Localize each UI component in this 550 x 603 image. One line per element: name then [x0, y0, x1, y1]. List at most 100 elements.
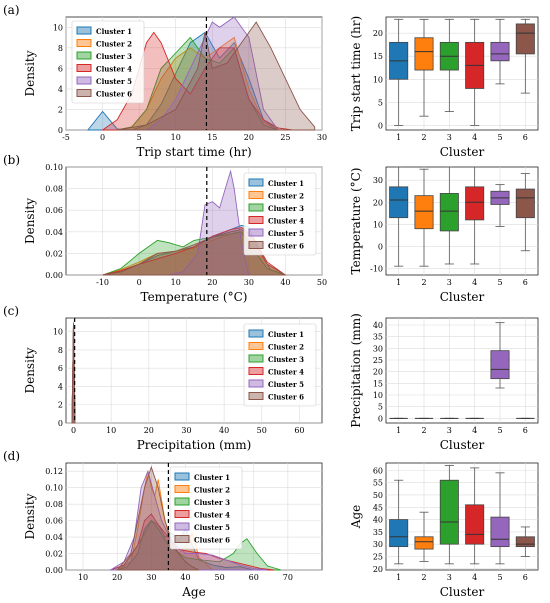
legend-swatch — [248, 241, 264, 249]
y-tick-label: 20 — [373, 198, 383, 207]
legend-label: Cluster 3 — [268, 355, 304, 364]
y-tick-label: 10 — [373, 75, 383, 84]
box-cluster-2 — [414, 511, 434, 562]
x-tick-label: 1 — [396, 278, 401, 287]
y-tick-label: 10 — [373, 391, 383, 400]
legend-label: Cluster 5 — [194, 523, 230, 532]
y-tick-label: 50 — [373, 491, 383, 500]
density-series-cluster-6 — [102, 229, 288, 276]
y-tick-label: 0.08 — [45, 185, 63, 194]
x-tick-label: 20 — [144, 426, 154, 435]
panel-label: (a) — [3, 3, 20, 17]
box-iqr — [389, 519, 409, 548]
y-tick-label: 35 — [373, 333, 383, 342]
y-tick-label: 15 — [373, 379, 383, 388]
x-tick-label: 30 — [317, 133, 327, 142]
box-cluster-5 — [490, 184, 510, 227]
box-cluster-6 — [515, 173, 535, 252]
box-cluster-4 — [465, 166, 485, 265]
y-tick-label: 45 — [373, 503, 383, 512]
y-tick-label: 0.10 — [45, 484, 63, 493]
legend-label: Cluster 1 — [268, 330, 304, 339]
x-tick-label: 30 — [244, 278, 254, 287]
box-cluster-5 — [490, 322, 510, 389]
x-tick-label: 25 — [280, 133, 290, 142]
y-tick-label: 0 — [378, 414, 383, 423]
y-tick-label: 0.08 — [45, 500, 63, 509]
density-series-cluster-3 — [117, 36, 279, 131]
y-tick-label: 6 — [58, 64, 63, 73]
x-tick-label: 3 — [447, 573, 452, 582]
y-tick-label: 10 — [373, 220, 383, 229]
x-tick-label: 40 — [280, 278, 290, 287]
legend-swatch — [248, 342, 264, 350]
x-tick-label: 15 — [207, 133, 217, 142]
legend-swatch — [248, 216, 264, 224]
x-tick-label: 5 — [497, 278, 502, 287]
y-axis-label: Precipitation (mm) — [349, 313, 363, 428]
x-tick-label: 5 — [497, 426, 502, 435]
x-tick-label: 70 — [283, 573, 293, 582]
y-tick-label: 0.04 — [45, 228, 63, 237]
y-tick-label: 35 — [373, 528, 383, 537]
legend: Cluster 1 Cluster 2 Cluster 3 Cluster 4 Clus… — [71, 20, 145, 104]
legend-label: Cluster 4 — [194, 511, 230, 520]
x-axis-label: Trip start time (hr) — [136, 145, 251, 159]
density-plot: -10 0 10 20 30 40 50 0.00 0.02 0.04 0.06 0.08 0.10 Cl… — [23, 163, 327, 304]
density-series-cluster-3 — [110, 519, 282, 571]
y-tick-label: 20 — [373, 29, 383, 38]
y-tick-label: 0 — [58, 419, 63, 428]
x-tick-label: 1 — [396, 426, 401, 435]
x-tick-label: 1 — [396, 133, 401, 142]
y-tick-label: 10 — [53, 23, 63, 32]
y-tick-label: 4 — [58, 382, 63, 391]
y-tick-label: 6 — [58, 364, 63, 373]
legend-label: Cluster 3 — [268, 204, 304, 213]
legend-label: Cluster 2 — [96, 40, 132, 49]
x-tick-label: 20 — [207, 278, 217, 287]
y-tick-label: 15 — [373, 52, 383, 61]
y-axis-label: Age — [349, 505, 363, 529]
plot-frame — [385, 16, 539, 131]
box-iqr — [490, 41, 510, 62]
x-tick-label: 0 — [137, 278, 142, 287]
density-series-cluster-4 — [110, 513, 275, 571]
y-tick-label: 0 — [58, 126, 63, 135]
legend-label: Cluster 1 — [194, 473, 230, 482]
box-iqr — [389, 186, 409, 219]
legend-label: Cluster 6 — [268, 393, 304, 402]
legend-swatch — [174, 522, 190, 531]
x-tick-label: 4 — [472, 278, 477, 287]
x-tick-label: 6 — [523, 278, 528, 287]
y-tick-label: 25 — [373, 552, 383, 561]
x-tick-label: 3 — [447, 278, 452, 287]
x-tick-label: 2 — [421, 426, 426, 435]
legend-swatch — [248, 191, 264, 199]
legend-swatch — [76, 39, 92, 47]
legend-swatch — [248, 228, 264, 237]
box-cluster-6 — [515, 526, 535, 557]
legend: Cluster 1 Cluster 2 Cluster 3 Cluster 4 Clus… — [169, 466, 243, 550]
box-iqr — [414, 37, 434, 71]
x-tick-label: 1 — [396, 573, 401, 582]
y-tick-label: 2 — [58, 401, 63, 410]
box-plot: -10 0 10 20 30 1 2 3 4 5 6 Cluster Temperature (°C) — [349, 166, 539, 304]
density-series-cluster-5 — [168, 169, 250, 276]
box-cluster-1 — [389, 18, 409, 126]
x-tick-label: 40 — [219, 426, 229, 435]
box-cluster-2 — [414, 168, 434, 267]
x-axis-label: Cluster — [440, 585, 485, 599]
x-tick-label: 5 — [137, 133, 142, 142]
y-axis-label: Density — [23, 50, 37, 96]
box-iqr — [414, 195, 434, 230]
x-tick-label: 10 — [171, 278, 181, 287]
y-axis-label: Density — [23, 347, 37, 393]
y-tick-label: 5 — [378, 98, 383, 107]
plot-frame — [385, 166, 539, 276]
y-axis-label: Temperature (°C) — [349, 168, 363, 275]
legend-frame — [243, 172, 317, 256]
x-tick-label: 40 — [180, 573, 190, 582]
legend-swatch — [248, 367, 264, 375]
x-tick-label: 20 — [244, 133, 254, 142]
